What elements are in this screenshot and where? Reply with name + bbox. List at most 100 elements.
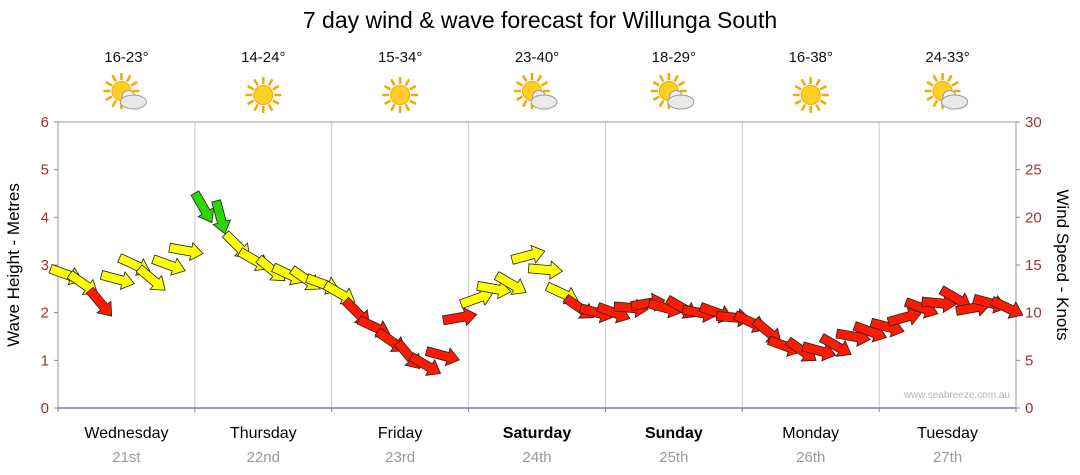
wind-arrow	[408, 352, 442, 376]
day-name-label: Thursday	[230, 425, 297, 442]
wind-arrow	[801, 341, 837, 362]
wind-arrow-shape	[527, 260, 564, 280]
wind-arrow	[989, 296, 1024, 319]
sun-ray	[272, 99, 280, 106]
sun-ray	[247, 99, 255, 106]
sun-cloud-icon	[514, 73, 558, 110]
sun-ray	[658, 99, 665, 108]
wind-arrow	[85, 286, 113, 317]
cloud-body	[119, 94, 147, 110]
wind-arrow-shape	[151, 254, 186, 276]
sun-ray	[267, 103, 274, 112]
wind-arrow-shape	[801, 341, 837, 362]
day-temp: 16-38°	[789, 49, 833, 66]
wind-arrow-shape	[459, 287, 494, 309]
sun-ray	[673, 74, 679, 83]
left-tick-label: 2	[41, 305, 49, 322]
day-temp: 15-34°	[378, 49, 422, 66]
sun-ray	[409, 99, 417, 106]
sun-ray	[404, 78, 411, 87]
sun-ray	[253, 78, 259, 87]
wind-arrow-shape	[886, 306, 922, 327]
wind-arrow-shape	[989, 296, 1024, 319]
sun-ray	[932, 99, 939, 108]
sun-icon	[245, 77, 282, 113]
sun-cloud-icon	[924, 73, 969, 110]
day-date-label: 24th	[522, 449, 551, 466]
sun-ray	[253, 103, 259, 112]
sun-ray	[926, 95, 934, 102]
wind-arrow-shape	[99, 270, 135, 290]
day-temp: 23-40°	[515, 49, 559, 66]
wind-arrow	[527, 260, 564, 280]
left-axis-title: Wave Height - Metres	[4, 183, 23, 347]
wind-arrow-shape	[510, 244, 546, 265]
wind-arrow-shape	[211, 199, 232, 235]
day-date-label: 27th	[933, 449, 962, 466]
left-tick-label: 1	[41, 352, 49, 369]
wind-arrow-shape	[135, 264, 166, 291]
sun-ray	[652, 95, 660, 102]
sun-ray	[247, 84, 255, 91]
day-name-label: Saturday	[503, 425, 572, 442]
wind-arrow-shape	[190, 190, 215, 224]
wind-arrow-shape	[818, 333, 852, 357]
sun-ray	[409, 84, 417, 91]
sun-ray	[794, 84, 802, 91]
sun-ray	[272, 84, 280, 91]
day-name-label: Sunday	[645, 425, 703, 442]
sun-ray	[515, 80, 524, 87]
sun-cloud-icon	[103, 73, 147, 110]
wind-arrow	[459, 287, 494, 309]
sun-disc	[390, 85, 411, 105]
left-tick-label: 5	[41, 162, 49, 179]
sun-ray	[125, 74, 132, 83]
day-temp: 14-24°	[241, 49, 285, 66]
right-tick-label: 20	[1025, 209, 1042, 226]
sun-ray	[383, 99, 392, 106]
sun-ray	[111, 74, 118, 83]
sun-ray	[521, 99, 528, 108]
wind-arrow	[921, 293, 957, 314]
right-tick-label: 25	[1025, 162, 1042, 179]
sun-ray	[105, 80, 113, 87]
sun-ray	[951, 80, 959, 87]
wind-arrow-shape	[168, 241, 204, 262]
wind-arrow-shape	[424, 346, 460, 367]
cloud-body	[941, 94, 969, 110]
day-date-label: 25th	[659, 449, 688, 466]
day-temp: 16-23°	[104, 49, 148, 66]
wind-arrow-shape	[442, 306, 478, 327]
sun-ray	[658, 74, 665, 83]
sun-ray	[390, 103, 396, 112]
day-name-label: Tuesday	[917, 425, 978, 442]
sun-ray	[383, 84, 392, 91]
sun-ray	[105, 95, 113, 102]
right-axis-title: Wind Speed - Knots	[1053, 189, 1072, 341]
wind-arrow	[168, 241, 204, 262]
day-name-label: Friday	[378, 425, 422, 442]
wind-arrow	[886, 306, 922, 327]
cloud-body	[667, 94, 695, 110]
wind-arrow-shape	[493, 271, 527, 295]
page-title: 7 day wind & wave forecast for Willunga …	[302, 7, 778, 33]
left-tick-label: 6	[41, 114, 49, 131]
wind-arrow	[476, 279, 512, 300]
wind-arrow-shape	[85, 286, 113, 317]
sun-ray	[652, 80, 660, 87]
sun-ray	[932, 74, 939, 83]
day-date-label: 22nd	[247, 449, 280, 466]
right-tick-label: 5	[1025, 352, 1033, 369]
sun-disc	[800, 85, 821, 105]
wind-arrow-shape	[408, 352, 442, 376]
day-temp: 18-29°	[652, 49, 696, 66]
right-tick-label: 30	[1025, 114, 1042, 131]
wind-arrow	[190, 190, 215, 224]
day-date-label: 23rd	[385, 449, 415, 466]
sun-ray	[800, 78, 807, 87]
wind-arrow	[135, 264, 166, 291]
sun-ray	[677, 80, 686, 87]
wind-arrow	[99, 270, 135, 290]
